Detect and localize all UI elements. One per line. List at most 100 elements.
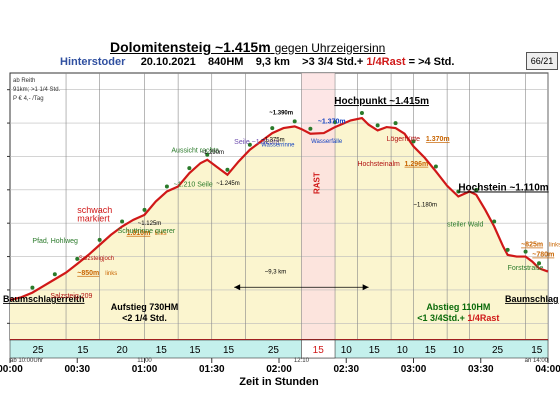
tree-marker xyxy=(505,247,510,252)
tree-marker xyxy=(359,111,364,116)
x-tick-label: 01:30 xyxy=(199,364,225,375)
tree-marker xyxy=(433,164,438,169)
chart-title: Dolomitensteig ~1.415m gegen Uhrzeigersi… xyxy=(110,39,386,55)
tree-marker xyxy=(308,126,313,131)
x-tick-label: 03:00 xyxy=(401,364,427,375)
annotation-label: Baumschlag xyxy=(505,294,559,304)
tree-marker xyxy=(120,219,125,224)
time-a: >3 3/4 Std.+ xyxy=(302,56,364,68)
duration-label: 15 xyxy=(156,345,168,356)
annotation-label: ~780m xyxy=(532,252,554,259)
annotation-label: Schuttrinne querer xyxy=(118,228,176,235)
tree-marker xyxy=(187,166,192,171)
duration-label: 15 xyxy=(369,345,381,356)
annotation-label: Salzsteigjoch xyxy=(79,256,114,262)
x-minor-label: ab 10:00Uhr xyxy=(10,358,43,364)
duration-label: 15 xyxy=(313,345,325,356)
time-b: = >4 Std. xyxy=(408,56,455,68)
annotation-label: ~1.210 Seile xyxy=(174,181,213,188)
height-meters: 840HM xyxy=(207,56,244,68)
x-tick-label: 03:30 xyxy=(468,364,494,375)
legend-note: P € 4,- /Tag xyxy=(13,96,44,102)
duration-rast-cell xyxy=(301,339,336,359)
legend-note: ab Reith xyxy=(13,78,35,84)
summary-line: <2 1/4 Std. xyxy=(122,313,167,323)
annotation-label: ~825m xyxy=(521,242,543,249)
tree-marker xyxy=(205,152,210,157)
rast-band xyxy=(301,73,336,340)
tree-marker xyxy=(292,119,297,124)
annotation-label: markiert xyxy=(77,214,110,224)
annotation-label: links xyxy=(105,271,117,277)
annotation-label: Wasserfälle xyxy=(311,139,343,145)
x-tick-label: 02:30 xyxy=(333,364,359,375)
annotation-label: Hochsteinalm xyxy=(357,161,400,168)
annotation-label: 1.370m xyxy=(426,136,450,143)
annotation-label: links xyxy=(155,231,167,237)
annotation-label: steiler Wald xyxy=(447,222,483,229)
x-tick-label: 04:00 xyxy=(535,364,560,375)
duration-label: 15 xyxy=(223,345,235,356)
tree-marker xyxy=(30,285,35,290)
annotation-label: ~850m xyxy=(77,270,99,277)
x-minor-label: 12:10 xyxy=(294,358,310,364)
annotation-label: Seile ~1.320m xyxy=(234,139,279,146)
annotation-label: Pfad, Hohlweg xyxy=(32,238,78,245)
duration-label: 10 xyxy=(341,345,353,356)
annotation-label: schwach xyxy=(77,205,112,215)
tree-marker xyxy=(52,272,57,277)
place: Hinterstoder xyxy=(60,56,126,68)
annotation-label: RAST xyxy=(312,172,321,194)
annotation-label: Hochpunkt ~1.415m xyxy=(334,96,429,107)
tree-marker xyxy=(164,184,169,189)
annotation-label: ~9,3 km xyxy=(265,269,287,275)
tree-marker xyxy=(270,126,275,131)
x-minor-label: an 14:00 xyxy=(525,358,549,364)
annotation-label: Wasserrinne xyxy=(261,142,295,148)
tree-marker xyxy=(97,237,102,242)
page-indicator[interactable]: 66/21 xyxy=(526,52,558,70)
tree-marker xyxy=(456,189,461,194)
annotation-label: Aussicht rechts xyxy=(171,147,219,154)
annotation-label: Hochstein ~1.110m xyxy=(458,182,548,193)
tree-marker xyxy=(492,219,497,224)
annotation-label: Baumschlagerreith xyxy=(3,294,85,304)
annotation-label: ~1.375m xyxy=(261,137,285,143)
annotation-label: ~1.290m xyxy=(201,150,225,156)
tree-marker xyxy=(75,256,80,261)
tree-marker xyxy=(411,139,416,144)
summary-line: Aufstieg 730HM xyxy=(111,302,179,312)
duration-label: 10 xyxy=(453,345,465,356)
duration-label: 25 xyxy=(268,345,280,356)
annotation-label: links xyxy=(549,243,560,249)
annotation-label: ~1.180m xyxy=(414,202,438,208)
legend-note: 91km; >1 1/4 Std. xyxy=(13,87,61,93)
time-rast: 1/4Rast xyxy=(366,56,406,68)
tree-marker xyxy=(474,187,479,192)
duration-label: 10 xyxy=(397,345,409,356)
tree-marker xyxy=(375,123,380,128)
annotation-label: 1.010m xyxy=(127,230,151,237)
date: 20.10.2021 xyxy=(140,56,196,68)
chart-subtitle: Hinterstoder 20.10.2021 840HM 9,3 km >3 … xyxy=(60,56,454,68)
profile-line xyxy=(9,116,549,302)
duration-label: 15 xyxy=(77,345,89,356)
annotation-label: ~1.245m xyxy=(216,181,240,187)
tree-marker xyxy=(537,261,542,266)
tree-marker xyxy=(393,121,398,126)
duration-label: 25 xyxy=(492,345,504,356)
duration-label: 15 xyxy=(531,345,543,356)
annotation-label: Forststraße xyxy=(508,265,544,272)
annotation-label: ~1.390m xyxy=(269,110,293,116)
duration-label: 15 xyxy=(189,345,201,356)
tree-marker xyxy=(333,120,338,125)
annotation-label: ~1.370m xyxy=(318,118,346,125)
distance-arrow-head xyxy=(234,284,241,291)
title-suffix: gegen Uhrzeigersinn xyxy=(274,41,386,55)
duration-bar xyxy=(9,339,549,359)
x-minor-label: 11:00 xyxy=(137,358,152,364)
annotation-label: Salzsteig 209 xyxy=(50,293,92,300)
x-axis-label: Zeit in Stunden xyxy=(239,376,319,388)
duration-label: 15 xyxy=(425,345,437,356)
x-tick-label: 01:00 xyxy=(132,364,158,375)
